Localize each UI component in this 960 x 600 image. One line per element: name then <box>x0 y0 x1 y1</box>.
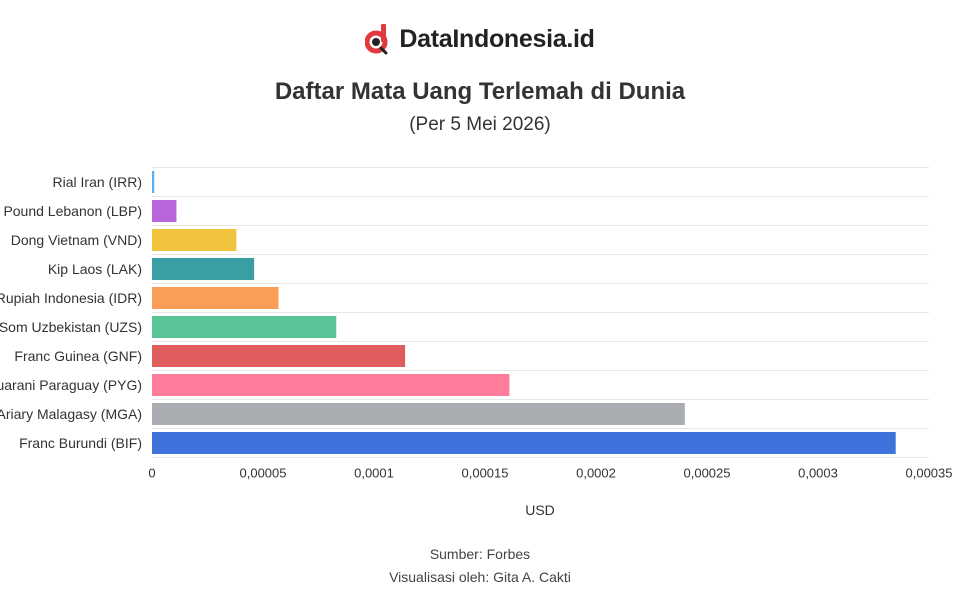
grid-lines <box>152 167 929 458</box>
x-tick-label: 0,00035 <box>906 466 953 481</box>
category-label: Guarani Paraguay (PYG) <box>0 377 142 393</box>
source-note: Sumber: Forbes <box>429 546 531 562</box>
bar <box>152 200 177 222</box>
category-label: Rial Iran (IRR) <box>53 174 142 190</box>
bar <box>152 171 155 193</box>
category-labels: Rial Iran (IRR) Pound Lebanon (LBP) Dong V… <box>0 174 142 451</box>
bar <box>152 316 337 338</box>
x-tick-label: 0,00005 <box>240 466 287 481</box>
bar <box>152 374 510 396</box>
x-tick-label: 0 <box>148 466 155 481</box>
category-label: Franc Guinea (GNF) <box>14 348 142 364</box>
x-tick-label: 0,00025 <box>684 466 731 481</box>
brand-header: DataIndonesia.id <box>0 22 960 56</box>
bar <box>152 258 255 280</box>
x-tick-labels: 0 0,00005 0,0001 0,00015 0,0002 0,00025 0,0003… <box>148 466 952 481</box>
category-label: Som Uzbekistan (UZS) <box>0 319 142 335</box>
x-tick-label: 0,0002 <box>576 466 616 481</box>
category-label: Rupiah Indonesia (IDR) <box>0 290 142 306</box>
bar <box>152 403 685 425</box>
bar <box>152 229 237 251</box>
chart-subtitle: (Per 5 Mei 2026) <box>409 114 551 135</box>
bar <box>152 432 896 454</box>
category-label: Dong Vietnam (VND) <box>11 232 142 248</box>
bars <box>152 171 896 454</box>
x-tick-label: 0,0001 <box>354 466 394 481</box>
bar <box>152 345 406 367</box>
brand-name: DataIndonesia.id <box>399 24 595 53</box>
dataindonesia-logo-icon <box>365 24 388 55</box>
visualization-credit: Visualisasi oleh: Gita A. Cakti <box>389 569 571 585</box>
x-axis-title: USD <box>525 502 555 518</box>
category-label: Pound Lebanon (LBP) <box>3 203 142 219</box>
category-label: Franc Burundi (BIF) <box>19 435 142 451</box>
chart-title: Daftar Mata Uang Terlemah di Dunia <box>274 78 686 105</box>
x-tick-label: 0,0003 <box>798 466 838 481</box>
category-label: Kip Laos (LAK) <box>48 261 142 277</box>
category-label: Ariary Malagasy (MGA) <box>0 406 142 422</box>
bar <box>152 287 279 309</box>
x-tick-label: 0,00015 <box>462 466 509 481</box>
